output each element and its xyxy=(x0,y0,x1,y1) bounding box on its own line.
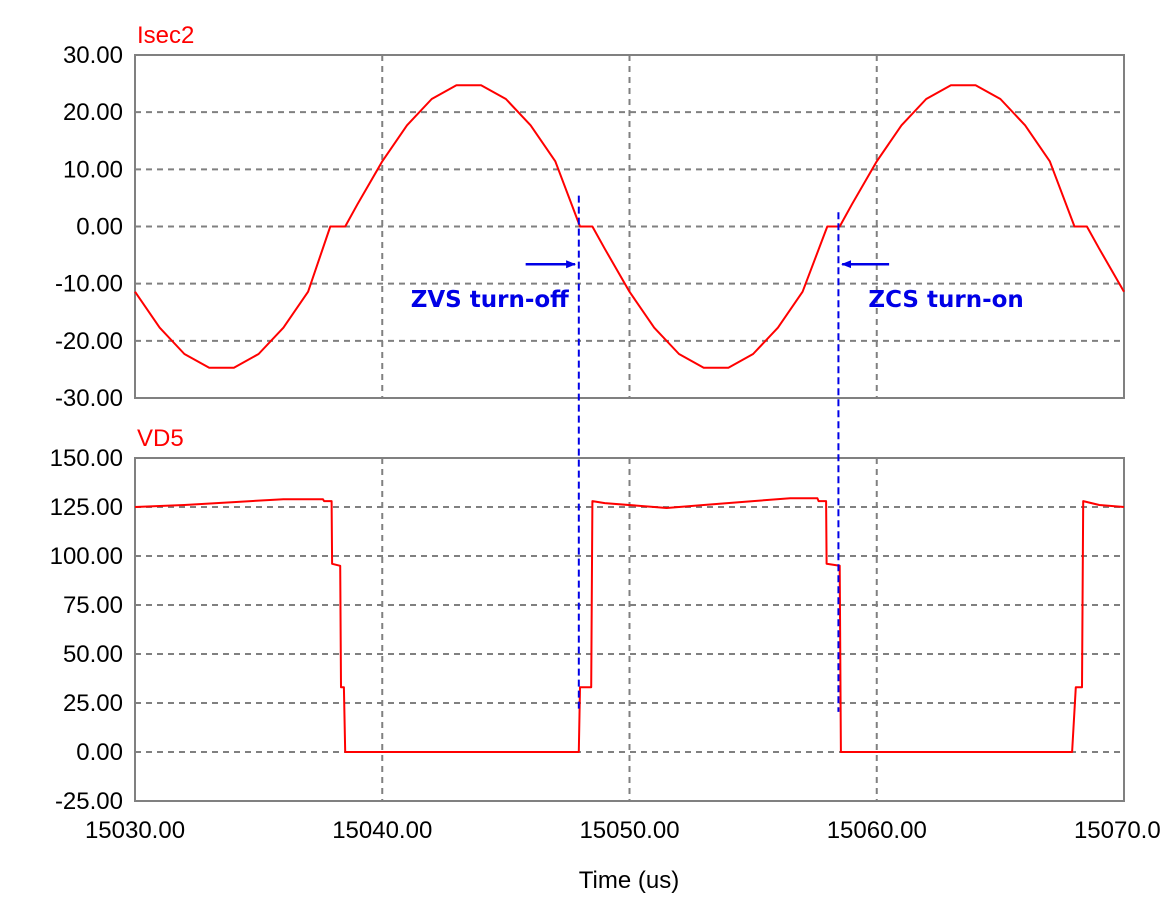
x-tick-label: 15070.00 xyxy=(1074,817,1161,844)
annotation-label: ZCS turn-on xyxy=(868,287,1023,313)
plot-panel-1: 30.00 20.00 10.00 0.00 -10.00 -20.00 -30.00 Ise… xyxy=(55,22,1125,412)
x-axis-label: Time (us) xyxy=(579,867,679,894)
y-tick-label: 30.00 xyxy=(63,42,123,69)
y-tick-label: 125.00 xyxy=(50,494,123,521)
y-tick-label: 100.00 xyxy=(50,543,123,570)
y-tick-label: -10.00 xyxy=(55,271,123,298)
plot-panel-2: 150.00 125.00 100.00 75.00 50.00 25.00 0.00 -25… xyxy=(50,425,1125,815)
plot-title: Isec2 xyxy=(137,22,194,49)
y-tick-label: 10.00 xyxy=(63,156,123,183)
plot-title: VD5 xyxy=(137,425,184,452)
y-tick-label: -25.00 xyxy=(55,788,123,815)
y-tick-label: 50.00 xyxy=(63,641,123,668)
annotation-1: ZVS turn-off xyxy=(411,195,580,711)
x-tick-label: 15040.00 xyxy=(332,817,432,844)
y-tick-label: 20.00 xyxy=(63,99,123,126)
x-tick-label: 15030.00 xyxy=(85,817,185,844)
x-tick-label: 15050.00 xyxy=(579,817,679,844)
annotation-2: ZCS turn-on xyxy=(837,212,1024,712)
annotation-label: ZVS turn-off xyxy=(411,287,569,313)
y-tick-label: 75.00 xyxy=(63,592,123,619)
trace-vd5 xyxy=(134,497,1125,753)
y-tick-label: 0.00 xyxy=(76,739,123,766)
y-tick-label: 150.00 xyxy=(50,445,123,472)
y-tick-label: -20.00 xyxy=(55,328,123,355)
x-tick-label: 15060.00 xyxy=(827,817,927,844)
y-tick-label: 0.00 xyxy=(76,214,123,241)
y-tick-label: -30.00 xyxy=(55,385,123,412)
trace-isec2 xyxy=(134,84,1125,369)
y-tick-label: 25.00 xyxy=(63,690,123,717)
